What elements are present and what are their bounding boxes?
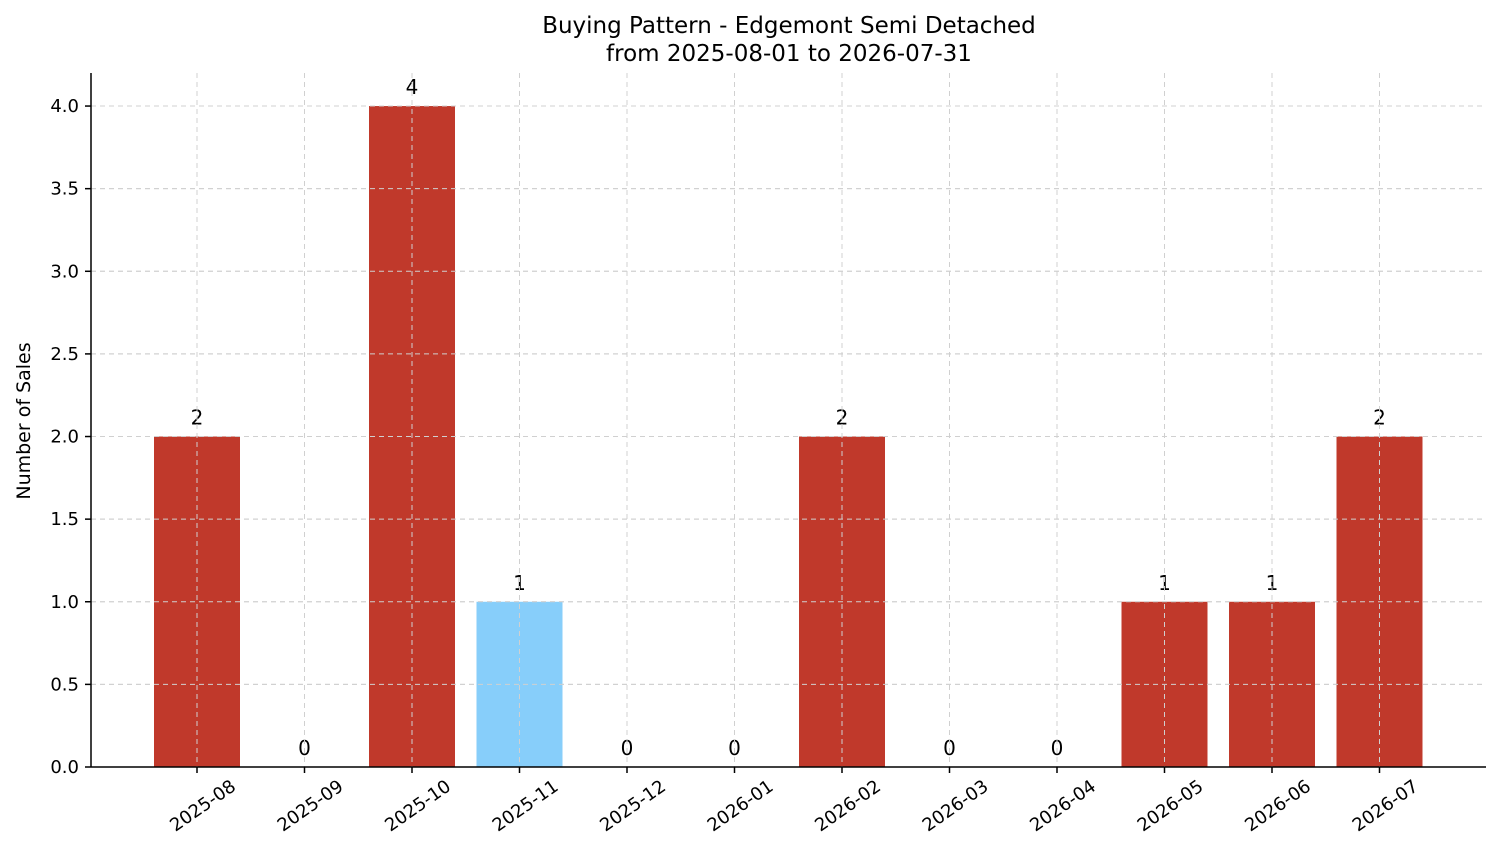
x-tick-label: 2025-08 (166, 776, 240, 836)
y-tick-label: 4.0 (50, 96, 79, 117)
y-tick-label: 1.0 (50, 592, 79, 613)
y-tick-label: 2.5 (50, 344, 79, 365)
x-tick-label: 2025-12 (596, 776, 670, 836)
y-tick-label: 2.0 (50, 427, 79, 448)
y-ticks: 0.0 0.5 1.0 1.5 2.0 2.5 3.0 3.5 4.0 (50, 96, 91, 778)
x-tick-label: 2025-09 (274, 776, 348, 836)
y-tick-label: 0.0 (50, 757, 79, 778)
bar-value-label: 1 (1158, 571, 1171, 595)
y-tick-label: 1.5 (50, 509, 79, 530)
y-tick-label: 0.5 (50, 674, 79, 695)
x-tick-label: 2025-10 (381, 776, 455, 836)
x-tick-label: 2026-07 (1349, 776, 1423, 836)
x-ticks: 2025-08 2025-09 2025-10 2025-11 2025-12 2026-… (166, 767, 1422, 836)
x-tick-label: 2026-02 (811, 776, 885, 836)
y-axis-label: Number of Sales (13, 342, 35, 499)
y-tick-label: 3.0 (50, 261, 79, 282)
bar-value-label: 1 (1266, 571, 1279, 595)
chart-subtitle: from 2025-08-01 to 2026-07-31 (606, 41, 972, 67)
x-tick-label: 2025-11 (489, 776, 563, 836)
chart-title: Buying Pattern - Edgemont Semi Detached (542, 13, 1036, 39)
x-tick-label: 2026-01 (704, 776, 778, 836)
x-tick-label: 2026-03 (919, 776, 993, 836)
bar-value-label: 1 (513, 571, 526, 595)
x-tick-label: 2026-04 (1026, 776, 1100, 836)
x-tick-label: 2026-06 (1241, 776, 1315, 836)
bar-value-label: 4 (406, 75, 419, 99)
x-tick-label: 2026-05 (1134, 776, 1208, 836)
y-tick-label: 3.5 (50, 179, 79, 200)
